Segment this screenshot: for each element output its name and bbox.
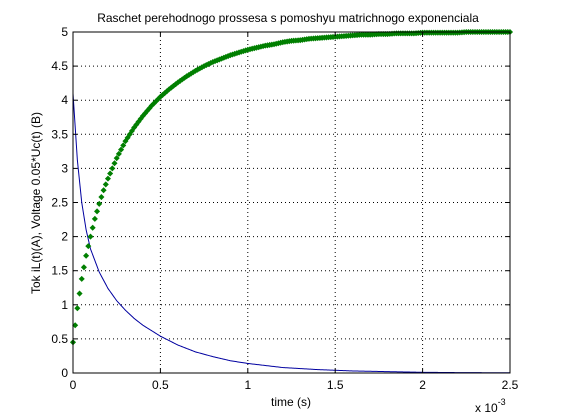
x-tick-label: 2.5 [502, 378, 519, 392]
voltage-marker [78, 275, 85, 282]
voltage-marker [87, 233, 94, 240]
y-tick-label: 5 [61, 25, 68, 39]
y-tick-label: 4 [61, 93, 68, 107]
voltage-marker [102, 181, 109, 188]
x-tick-label: 0.5 [152, 378, 169, 392]
y-tick-label: 0 [61, 366, 68, 380]
x-axis-label: time (s) [271, 395, 311, 409]
voltage-marker [107, 170, 114, 177]
voltage-marker [104, 175, 111, 182]
voltage-marker [74, 305, 81, 312]
x-multiplier-base: x 10 [475, 401, 498, 415]
x-tick-label: 2 [419, 378, 426, 392]
voltage-marker [111, 160, 118, 167]
y-tick-label: 1.5 [51, 264, 68, 278]
chart-title: Raschet perehodnogo prossesa s pomoshyu … [97, 11, 479, 25]
x-multiplier-exponent: -3 [498, 397, 506, 407]
voltage-marker [109, 165, 116, 172]
x-tick-label: 1.5 [327, 378, 344, 392]
voltage-marker [120, 142, 127, 149]
voltage-marker [115, 150, 122, 157]
y-tick-label: 3.5 [51, 127, 68, 141]
y-axis-label: Tok iL(t)(A), Voltage 0.05*Uc(t) (B) [29, 112, 43, 294]
x-tick-label: 0 [70, 378, 77, 392]
voltage-marker [96, 200, 103, 207]
voltage-marker [76, 290, 83, 297]
voltage-marker [91, 215, 98, 222]
series-line-current [72, 93, 511, 374]
voltage-marker [118, 146, 125, 153]
y-tick-label: 4.5 [51, 59, 68, 73]
voltage-marker [98, 194, 105, 201]
y-tick-label: 2 [61, 230, 68, 244]
voltage-marker [89, 224, 96, 231]
y-tick-label: 0.5 [51, 332, 68, 346]
y-tick-label: 2.5 [51, 196, 68, 210]
voltage-marker [83, 252, 90, 259]
grid-lines [73, 32, 510, 373]
axis-ticks [72, 31, 511, 374]
tick-labels: 0 0.5 1 1.5 2 2.5 0 0.5 1 1.5 2 2.5 3 3.5 4 4.5 5 [51, 25, 518, 392]
voltage-marker [100, 187, 107, 194]
x-axis-multiplier: x 10-3 [475, 397, 506, 415]
voltage-marker [94, 208, 101, 215]
voltage-marker [80, 264, 87, 271]
y-tick-label: 1 [61, 298, 68, 312]
voltage-marker [113, 155, 120, 162]
y-tick-label: 3 [61, 161, 68, 175]
x-tick-label: 1 [244, 378, 251, 392]
voltage-marker [85, 243, 92, 250]
